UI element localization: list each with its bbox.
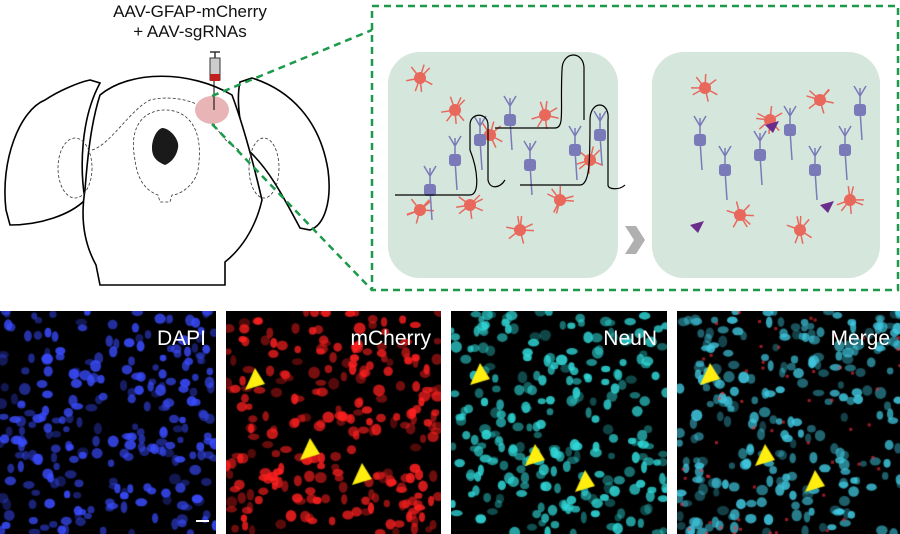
mcherry-image: [226, 311, 441, 534]
astrocyte: [456, 194, 484, 219]
microscopy-panel-mcherry: mCherry: [226, 311, 441, 534]
astrocyte: [406, 64, 433, 92]
neuron: [838, 125, 852, 181]
injection-site: [195, 96, 229, 124]
microscopy-panel-neun: NeuN: [451, 311, 667, 534]
cell-illustrations: [406, 64, 867, 244]
brain-section-outline: [4, 75, 330, 286]
astrocyte: [506, 216, 535, 244]
neuron: [853, 85, 867, 141]
neuron: [448, 135, 462, 191]
ventricle: [152, 128, 179, 165]
neuron: [568, 125, 582, 181]
injection-label-line1: AAV-GFAP-mCherry: [113, 2, 267, 21]
scale-bar: [196, 520, 209, 522]
astrocyte: [786, 215, 813, 244]
arrowhead-marker: [765, 121, 779, 133]
microscopy-panel-merge: Merge: [677, 311, 900, 534]
panel-label-neun: NeuN: [603, 327, 657, 350]
neuron: [473, 115, 487, 171]
neuron: [718, 145, 732, 201]
chevron-right-icon: [625, 226, 645, 254]
astrocyte: [406, 198, 435, 224]
astrocyte: [576, 146, 604, 175]
sgrna-hairpins: [395, 54, 626, 196]
astrocyte: [806, 88, 834, 114]
schematic: [4, 4, 900, 292]
astrocyte: [531, 101, 559, 129]
arrowhead-marker: [690, 221, 704, 233]
neuron: [523, 140, 537, 196]
neuron: [783, 105, 797, 161]
merge-image: [677, 311, 900, 534]
astrocyte: [726, 201, 755, 228]
zoom-lines: [211, 4, 900, 292]
astrocyte: [836, 186, 865, 215]
dashed-structures: [57, 97, 280, 203]
astrocyte: [547, 185, 575, 214]
microscopy-panel-dapi: DAPI: [0, 311, 216, 534]
panel-label-dapi: DAPI: [156, 327, 206, 350]
neuron: [808, 145, 822, 201]
neuron: [753, 130, 767, 186]
panel-label-mcherry: mCherry: [350, 327, 431, 350]
neuron: [503, 95, 517, 151]
injection-label: AAV-GFAP-mCherry + AAV-sgRNAs: [95, 2, 285, 42]
astrocyte: [690, 73, 718, 102]
arrowhead-marker: [820, 201, 834, 213]
neun-image: [451, 311, 667, 534]
panel-label-merge: Merge: [830, 327, 890, 350]
neuron: [423, 165, 437, 221]
neuron: [593, 110, 607, 166]
injection-label-line2: + AAV-sgRNAs: [133, 22, 247, 41]
before-panel: [388, 52, 618, 278]
astrocyte: [441, 96, 466, 125]
dapi-image: [0, 311, 216, 534]
neuron: [693, 115, 707, 171]
